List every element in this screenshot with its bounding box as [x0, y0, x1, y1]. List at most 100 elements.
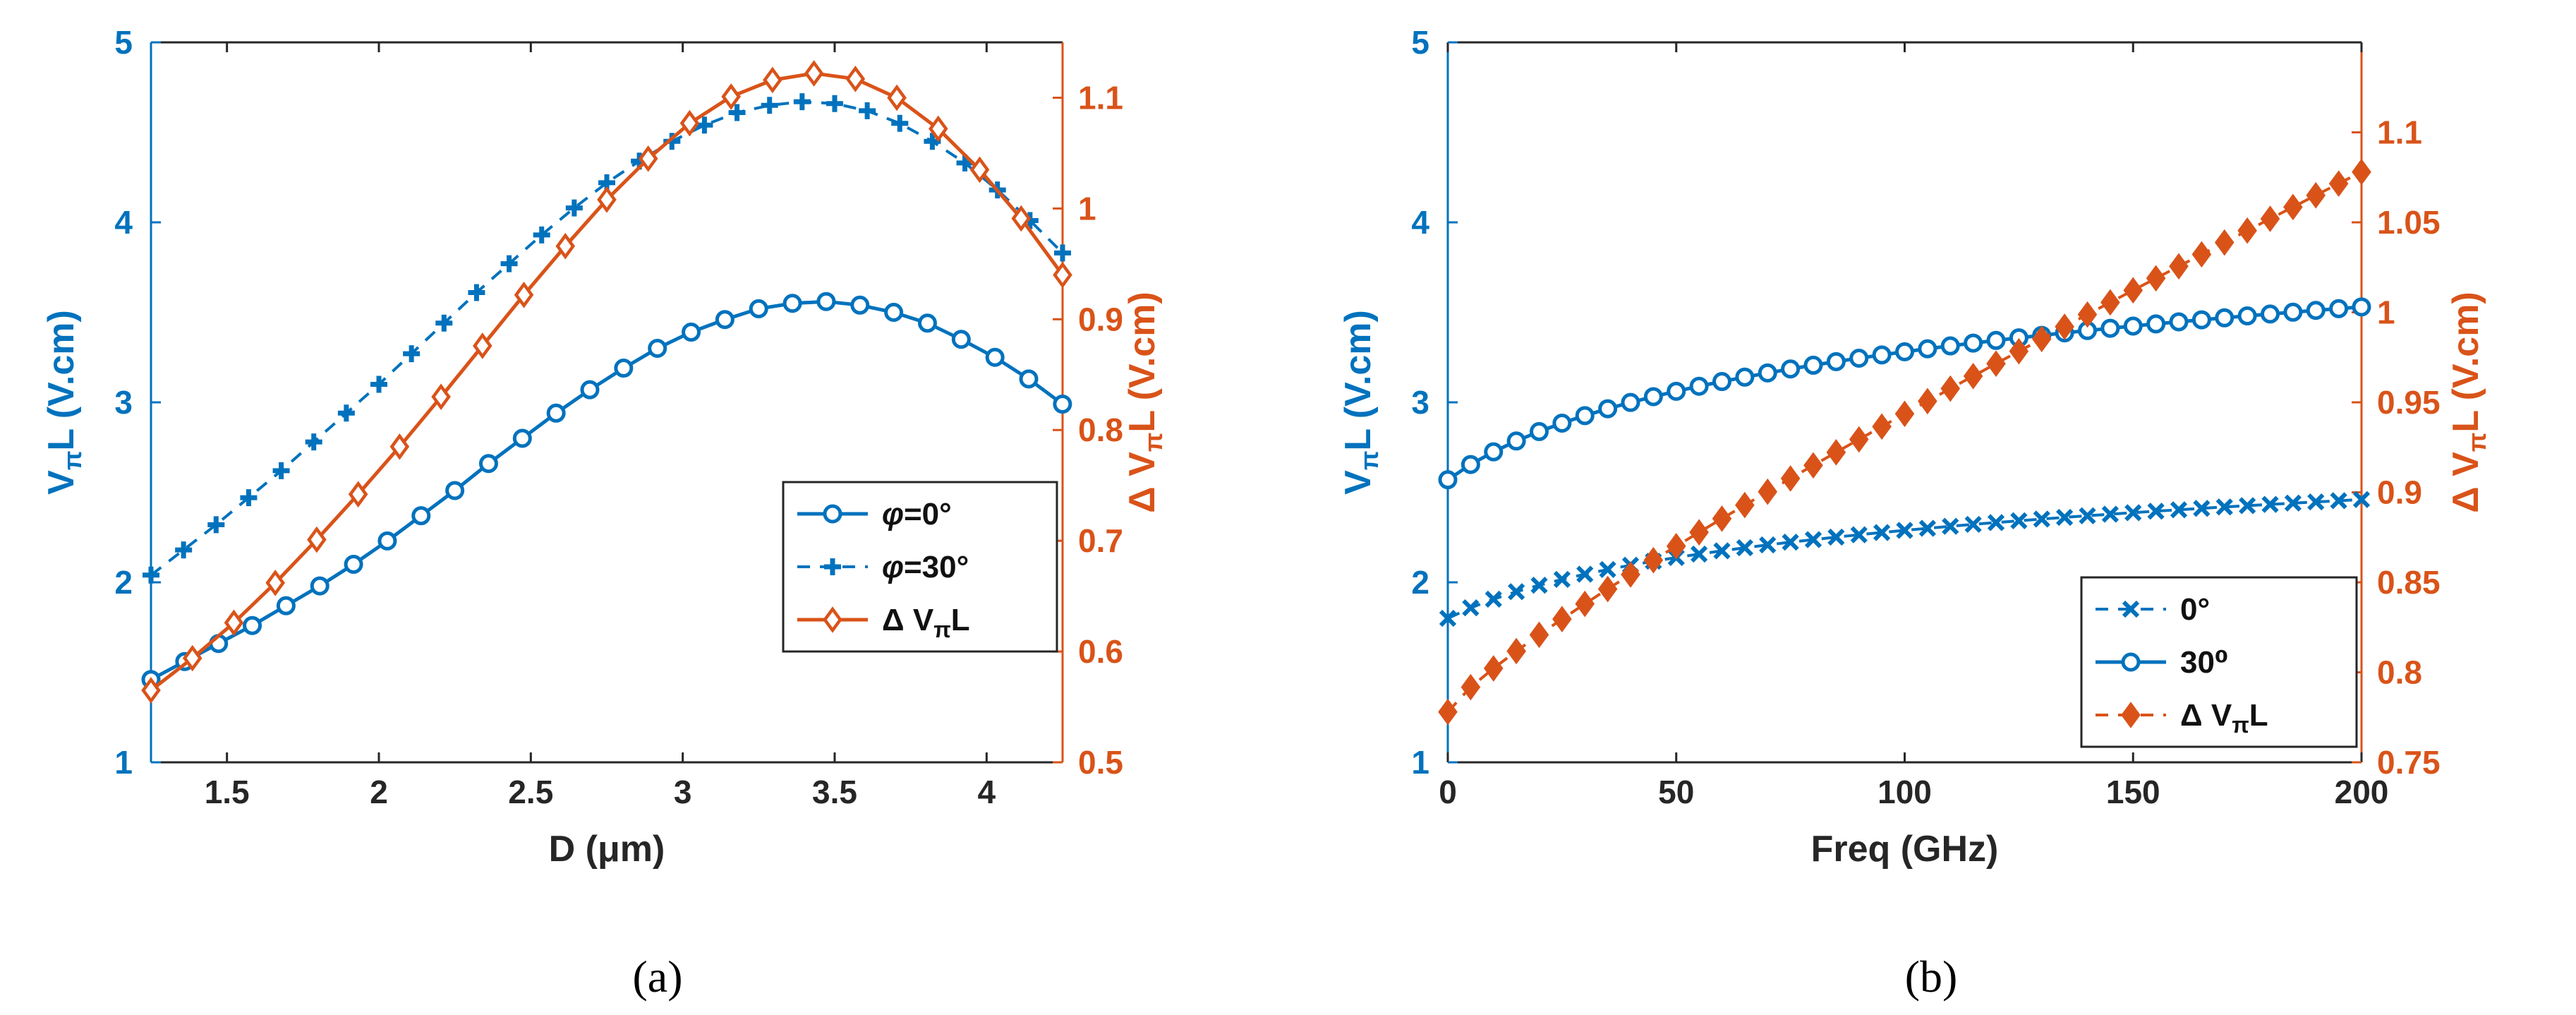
legend-sub: π [2232, 712, 2249, 738]
y-tick-label: 2 [114, 564, 133, 601]
data-point [749, 299, 768, 318]
y2-tick-label: 0.8 [1078, 412, 1123, 448]
data-point [468, 284, 485, 301]
x-tick-label: 150 [2106, 774, 2160, 810]
y2-tick-label: 1.1 [2377, 114, 2422, 151]
data-point [2306, 301, 2326, 320]
y2-axis-label-rest: L (V.cm) [2445, 292, 2486, 432]
y2-axis-label-pre: Δ V [2445, 452, 2486, 513]
data-point [2307, 493, 2325, 511]
data-point [1713, 542, 1731, 560]
data-point [580, 380, 600, 400]
data-point [2170, 501, 2188, 519]
x-axis-label: D (μm) [549, 829, 665, 870]
data-point [141, 677, 161, 704]
series-line [150, 100, 1064, 577]
data-point [1643, 387, 1663, 407]
data-point [1940, 336, 1960, 356]
data-point [1850, 526, 1868, 543]
data-point [1986, 330, 2006, 350]
series-line [150, 299, 1064, 681]
legend-marker [823, 606, 842, 633]
data-point [1986, 350, 2006, 378]
data-point [782, 294, 802, 313]
data-point [546, 403, 566, 423]
y2-axis-label-rest: L (V.cm) [1122, 292, 1163, 432]
data-point [1736, 539, 1754, 557]
data-point [1461, 455, 1480, 474]
y-tick-label: 3 [1411, 384, 1429, 421]
data-point [648, 339, 667, 358]
legend-label: Δ VπL [2180, 698, 2268, 738]
data-point [2191, 310, 2211, 330]
data-point [2147, 503, 2165, 520]
data-point [721, 83, 741, 110]
data-point [1987, 514, 2005, 531]
data-point [1872, 413, 1892, 440]
legend-rest: =0° [904, 497, 952, 531]
y-tick-label: 3 [114, 384, 133, 421]
data-point [985, 347, 1005, 367]
y-axis-label: VπL (V.cm) [41, 310, 87, 495]
legend-label: φ=30° [882, 550, 969, 584]
data-point [1963, 363, 1983, 390]
data-point [2283, 193, 2303, 221]
data-point [1849, 426, 1869, 453]
data-point [2009, 337, 2029, 365]
series-3 [1438, 158, 2371, 726]
y2-tick-label: 0.6 [1078, 633, 1123, 670]
data-point [2215, 498, 2233, 516]
data-point [929, 115, 948, 143]
data-point [1462, 599, 1480, 617]
data-point [1849, 348, 1869, 368]
data-point [2169, 253, 2189, 280]
caption-b: (b) [1905, 951, 1958, 1002]
data-point [240, 489, 258, 507]
data-point [951, 330, 971, 349]
data-point [370, 376, 387, 393]
data-point [1019, 369, 1039, 389]
data-point [859, 102, 876, 119]
data-point [2237, 306, 2257, 326]
data-point [1894, 400, 1915, 428]
data-point [411, 506, 431, 526]
data-point [243, 615, 262, 635]
y2-tick-label: 1 [2377, 294, 2395, 331]
data-point [845, 65, 866, 92]
data-point [1575, 590, 1595, 618]
y2-tick-label: 0.9 [2377, 474, 2422, 511]
series-2 [1438, 297, 2371, 490]
data-point [307, 526, 327, 553]
y-axis-label-sub: π [58, 451, 87, 471]
data-point [2239, 497, 2256, 515]
data-point [682, 323, 701, 342]
data-point [826, 95, 843, 112]
data-point [1484, 442, 1504, 462]
data-point [2261, 496, 2279, 513]
legend-marker [2122, 600, 2140, 618]
legend-marker [2121, 702, 2141, 728]
data-point [1804, 531, 1822, 548]
legend-pre: 30⁰ [2180, 645, 2228, 680]
legend-label: Δ VπL [882, 603, 970, 642]
data-point [2031, 325, 2052, 353]
data-point [917, 313, 937, 333]
data-point [2100, 318, 2120, 338]
y-tick-label: 2 [1411, 564, 1429, 601]
x-axis-label: Freq (GHz) [1811, 829, 1999, 870]
data-point [1461, 673, 1481, 701]
data-point [435, 314, 453, 332]
data-point [2033, 510, 2050, 528]
data-point [1053, 395, 1072, 414]
data-point [175, 541, 193, 559]
y-axis-label-rest: L (V.cm) [41, 310, 82, 450]
data-point [2214, 229, 2235, 256]
data-point [2169, 312, 2189, 332]
data-point [565, 199, 583, 217]
data-point [1552, 606, 1572, 632]
y-axis-label: VπL (V.cm) [1338, 310, 1384, 495]
legend: φ=0°φ=30°Δ VπL [782, 481, 1058, 653]
data-point [1575, 406, 1595, 426]
x-tick-label: 2.5 [508, 774, 553, 810]
